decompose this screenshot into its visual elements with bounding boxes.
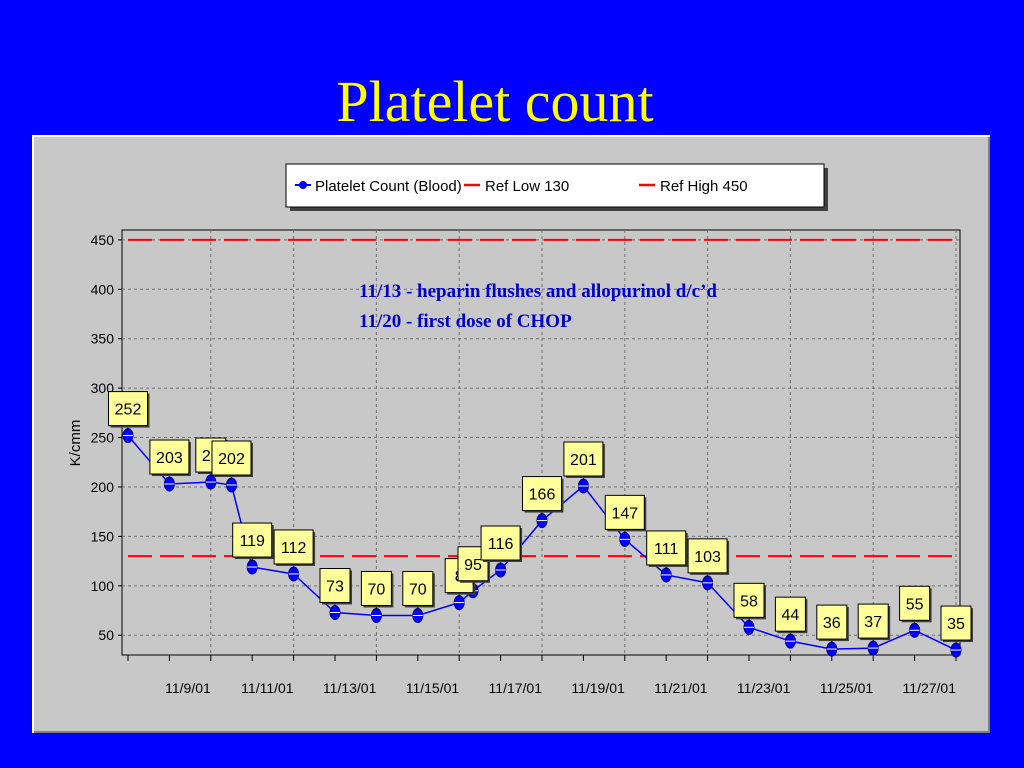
data-label: 35 xyxy=(947,616,965,633)
x-tick-label: 11/19/01 xyxy=(571,680,625,696)
label-box xyxy=(857,603,889,639)
data-label: 37 xyxy=(864,614,882,631)
x-tick-label: 11/17/01 xyxy=(489,680,543,696)
data-label: 103 xyxy=(694,549,721,566)
label-box xyxy=(232,522,273,558)
label-box xyxy=(774,596,806,632)
data-label: 73 xyxy=(326,579,344,596)
x-axis: 11/9/01 11/11/01 11/13/01 11/15/01 11/17/01 1… xyxy=(127,655,957,696)
data-label: 36 xyxy=(823,615,841,632)
data-label: 95 xyxy=(464,557,482,574)
y-tick-label: 100 xyxy=(91,578,115,594)
data-label: 166 xyxy=(529,487,556,504)
x-tick-label: 11/11/01 xyxy=(241,680,294,696)
label-box xyxy=(899,585,931,621)
x-tick-label: 11/9/01 xyxy=(165,680,211,696)
slide-title: Platelet count xyxy=(336,69,654,134)
x-tick-label: 11/25/01 xyxy=(820,680,874,696)
data-label: 44 xyxy=(782,607,800,624)
data-label: 58 xyxy=(740,593,758,610)
data-label: 147 xyxy=(611,505,638,522)
legend-box xyxy=(285,163,825,208)
annotation-heparin: 11/13 - heparin flushes and allopurinol … xyxy=(359,281,717,302)
label-box xyxy=(733,582,765,618)
data-label: 202 xyxy=(218,451,245,468)
x-tick-label: 11/13/01 xyxy=(323,680,377,696)
data-label: 116 xyxy=(488,536,514,553)
data-label: 55 xyxy=(906,596,924,613)
data-label: 201 xyxy=(570,452,597,469)
data-label: 252 xyxy=(115,402,142,419)
platelet-chart: Platelet Count (Blood) Ref Low 130 Ref H… xyxy=(67,163,973,696)
label-box xyxy=(319,568,351,603)
data-labels: 2522032020211911273707089511616620114711… xyxy=(108,391,973,645)
label-box xyxy=(940,605,972,641)
data-label: 111 xyxy=(654,541,678,558)
y-axis-title: K/cmm xyxy=(67,420,84,467)
label-box xyxy=(480,525,521,561)
y-tick-label: 250 xyxy=(91,430,115,446)
label-box xyxy=(149,439,190,475)
x-tick-label: 11/15/01 xyxy=(406,680,460,696)
y-tick-label: 150 xyxy=(91,528,115,544)
legend-low-label: Ref Low 130 xyxy=(485,178,569,195)
legend-high-label: Ref High 450 xyxy=(660,178,748,195)
chart-frame: Platelet Count (Blood) Ref Low 130 Ref H… xyxy=(32,135,990,733)
y-tick-label: 50 xyxy=(98,627,114,643)
label-box xyxy=(360,570,392,606)
label-box xyxy=(563,441,604,477)
label-box xyxy=(604,494,645,530)
x-tick-label: 11/27/01 xyxy=(903,680,957,696)
data-label: 112 xyxy=(281,540,307,557)
annotation-chop: 11/20 - first dose of CHOP xyxy=(359,311,572,332)
y-tick-label: 400 xyxy=(91,281,115,297)
y-tick-label: 200 xyxy=(91,479,115,495)
data-label: 70 xyxy=(368,581,386,598)
label-box xyxy=(273,529,314,565)
label-box xyxy=(108,391,148,427)
data-label: 70 xyxy=(409,581,427,598)
label-box xyxy=(522,476,562,512)
y-tick-label: 350 xyxy=(91,331,115,347)
label-box xyxy=(646,530,687,566)
legend: Platelet Count (Blood) Ref Low 130 Ref H… xyxy=(285,163,828,211)
label-box xyxy=(211,440,252,476)
data-label: 119 xyxy=(239,533,265,550)
legend-series-marker xyxy=(299,181,307,189)
x-tick-label: 11/23/01 xyxy=(737,680,791,696)
plot-area xyxy=(121,229,961,656)
data-label: 203 xyxy=(156,450,183,467)
legend-series-label: Platelet Count (Blood) xyxy=(315,178,462,195)
label-box xyxy=(687,538,728,574)
x-tick-label: 11/21/01 xyxy=(654,680,708,696)
label-box xyxy=(402,570,434,606)
y-tick-label: 450 xyxy=(91,232,115,248)
label-box xyxy=(816,604,848,640)
